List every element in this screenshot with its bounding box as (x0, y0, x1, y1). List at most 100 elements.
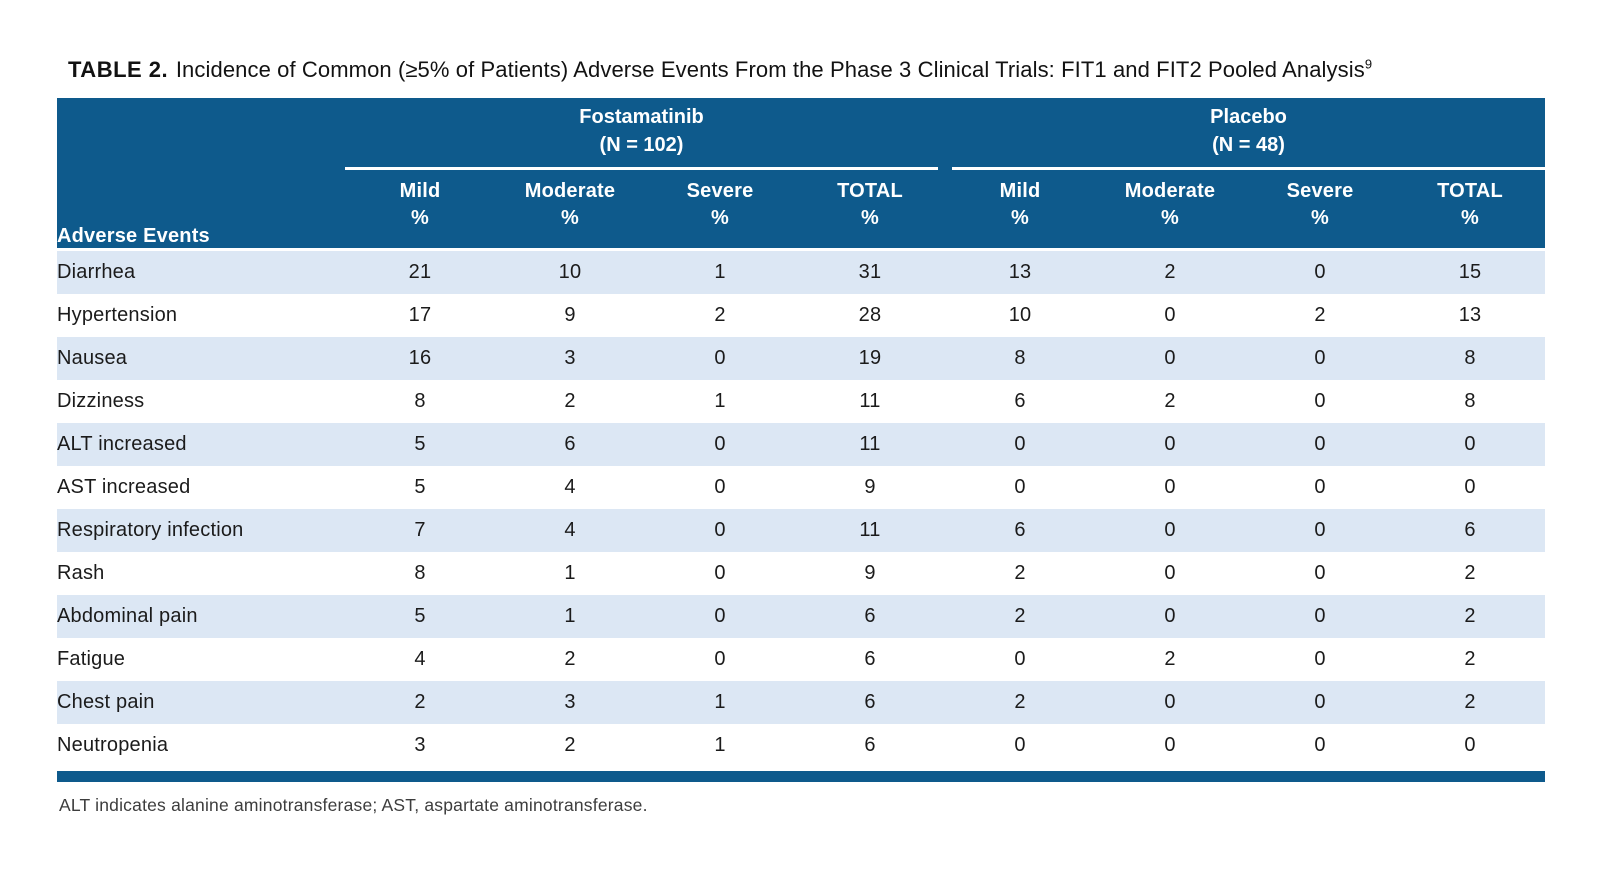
cell-fostamatinib-severe: 0 (645, 509, 795, 552)
cell-event-name: Nausea (57, 337, 345, 380)
cell-fostamatinib-mild: 8 (345, 552, 495, 595)
cell-fostamatinib-mild: 7 (345, 509, 495, 552)
group-n-fostamatinib: (N = 102) (599, 134, 684, 156)
cell-event-name: Dizziness (57, 380, 345, 423)
column-subheader-row: Mild% Moderate% Severe% TOTAL% Mild% Moderate… (57, 170, 1546, 250)
severity-label: TOTAL (1437, 180, 1503, 202)
column-header-mild-placebo: Mild% (945, 170, 1096, 250)
cell-event-name: Abdominal pain (57, 595, 345, 638)
severity-label: Mild (999, 180, 1041, 202)
cell-event-name: Chest pain (57, 681, 345, 724)
table-footnote: ALT indicates alanine aminotransferase; … (59, 795, 648, 815)
cell-placebo-severe: 0 (1245, 423, 1396, 466)
cell-placebo-mild: 8 (945, 337, 1096, 380)
cell-placebo-severe: 2 (1245, 294, 1396, 337)
cell-event-name: Hypertension (57, 294, 345, 337)
cell-placebo-severe: 0 (1245, 595, 1396, 638)
unit-label: % (861, 207, 879, 229)
adverse-events-table: Adverse Events Fostamatinib (N = 102) Pl… (57, 98, 1546, 767)
column-group-fostamatinib: Fostamatinib (N = 102) (345, 98, 946, 170)
severity-label: TOTAL (837, 180, 903, 202)
cell-fostamatinib-severe: 0 (645, 638, 795, 681)
table-row: Respiratory infection 7 4 0 11 6 0 0 6 (57, 509, 1546, 552)
cell-placebo-moderate: 2 (1095, 638, 1246, 681)
table-row: Fatigue 4 2 0 6 0 2 0 2 (57, 638, 1546, 681)
cell-placebo-severe: 0 (1245, 681, 1396, 724)
cell-fostamatinib-moderate: 2 (495, 380, 645, 423)
cell-fostamatinib-severe: 1 (645, 380, 795, 423)
cell-fostamatinib-severe: 0 (645, 466, 795, 509)
cell-placebo-total: 2 (1395, 638, 1546, 681)
cell-fostamatinib-moderate: 1 (495, 595, 645, 638)
cell-placebo-mild: 2 (945, 681, 1096, 724)
cell-placebo-severe: 0 (1245, 248, 1396, 294)
table-bottom-rule (57, 771, 1545, 782)
cell-fostamatinib-severe: 1 (645, 248, 795, 294)
table-row: Hypertension 17 9 2 28 10 0 2 13 (57, 294, 1546, 337)
cell-fostamatinib-moderate: 3 (495, 681, 645, 724)
table-row: Nausea 16 3 0 19 8 0 0 8 (57, 337, 1546, 380)
cell-placebo-mild: 6 (945, 509, 1096, 552)
cell-placebo-severe: 0 (1245, 509, 1396, 552)
column-header-moderate-placebo: Moderate% (1095, 170, 1246, 250)
column-header-total-placebo: TOTAL% (1395, 170, 1546, 250)
severity-label: Severe (1286, 180, 1354, 202)
cell-fostamatinib-severe: 2 (645, 294, 795, 337)
cell-fostamatinib-mild: 8 (345, 380, 495, 423)
cell-fostamatinib-severe: 0 (645, 423, 795, 466)
cell-event-name: Neutropenia (57, 724, 345, 767)
cell-fostamatinib-severe: 0 (645, 552, 795, 595)
cell-fostamatinib-moderate: 1 (495, 552, 645, 595)
unit-label: % (561, 207, 579, 229)
cell-placebo-total: 0 (1395, 724, 1546, 767)
cell-event-name: Fatigue (57, 638, 345, 681)
unit-label: % (1311, 207, 1329, 229)
table-row: ALT increased 5 6 0 11 0 0 0 0 (57, 423, 1546, 466)
column-header-severe-fostamatinib: Severe% (645, 170, 795, 250)
column-header-mild-fostamatinib: Mild% (345, 170, 495, 250)
cell-event-name: Rash (57, 552, 345, 595)
cell-placebo-severe: 0 (1245, 380, 1396, 423)
cell-placebo-moderate: 0 (1095, 681, 1246, 724)
cell-fostamatinib-mild: 16 (345, 337, 495, 380)
cell-placebo-total: 8 (1395, 337, 1546, 380)
table-row: Neutropenia 3 2 1 6 0 0 0 0 (57, 724, 1546, 767)
cell-fostamatinib-total: 9 (795, 552, 946, 595)
cell-placebo-total: 8 (1395, 380, 1546, 423)
column-header-severe-placebo: Severe% (1245, 170, 1396, 250)
table-row: Diarrhea 21 10 1 31 13 2 0 15 (57, 248, 1546, 294)
group-name-placebo: Placebo (1210, 106, 1287, 128)
cell-placebo-total: 13 (1395, 294, 1546, 337)
cell-placebo-total: 2 (1395, 595, 1546, 638)
severity-label: Mild (399, 180, 441, 202)
cell-placebo-moderate: 0 (1095, 466, 1246, 509)
table-row: AST increased 5 4 0 9 0 0 0 0 (57, 466, 1546, 509)
cell-placebo-moderate: 2 (1095, 248, 1246, 294)
cell-fostamatinib-total: 28 (795, 294, 946, 337)
cell-placebo-total: 6 (1395, 509, 1546, 552)
severity-label: Moderate (524, 180, 616, 202)
cell-fostamatinib-moderate: 2 (495, 638, 645, 681)
cell-placebo-mild: 2 (945, 552, 1096, 595)
cell-placebo-severe: 0 (1245, 552, 1396, 595)
cell-placebo-mild: 0 (945, 466, 1096, 509)
unit-label: % (711, 207, 729, 229)
cell-fostamatinib-moderate: 2 (495, 724, 645, 767)
cell-fostamatinib-total: 6 (795, 638, 946, 681)
unit-label: % (1461, 207, 1480, 229)
cell-placebo-moderate: 0 (1095, 509, 1246, 552)
cell-fostamatinib-mild: 2 (345, 681, 495, 724)
column-group-placebo: Placebo (N = 48) (945, 98, 1546, 170)
cell-fostamatinib-moderate: 3 (495, 337, 645, 380)
cell-fostamatinib-mild: 5 (345, 466, 495, 509)
table-row: Abdominal pain 5 1 0 6 2 0 0 2 (57, 595, 1546, 638)
cell-placebo-severe: 0 (1245, 466, 1396, 509)
cell-fostamatinib-moderate: 4 (495, 509, 645, 552)
cell-placebo-total: 2 (1395, 552, 1546, 595)
cell-fostamatinib-total: 31 (795, 248, 946, 294)
cell-placebo-mild: 6 (945, 380, 1096, 423)
column-header-moderate-fostamatinib: Moderate% (495, 170, 645, 250)
cell-fostamatinib-moderate: 10 (495, 248, 645, 294)
cell-fostamatinib-mild: 17 (345, 294, 495, 337)
